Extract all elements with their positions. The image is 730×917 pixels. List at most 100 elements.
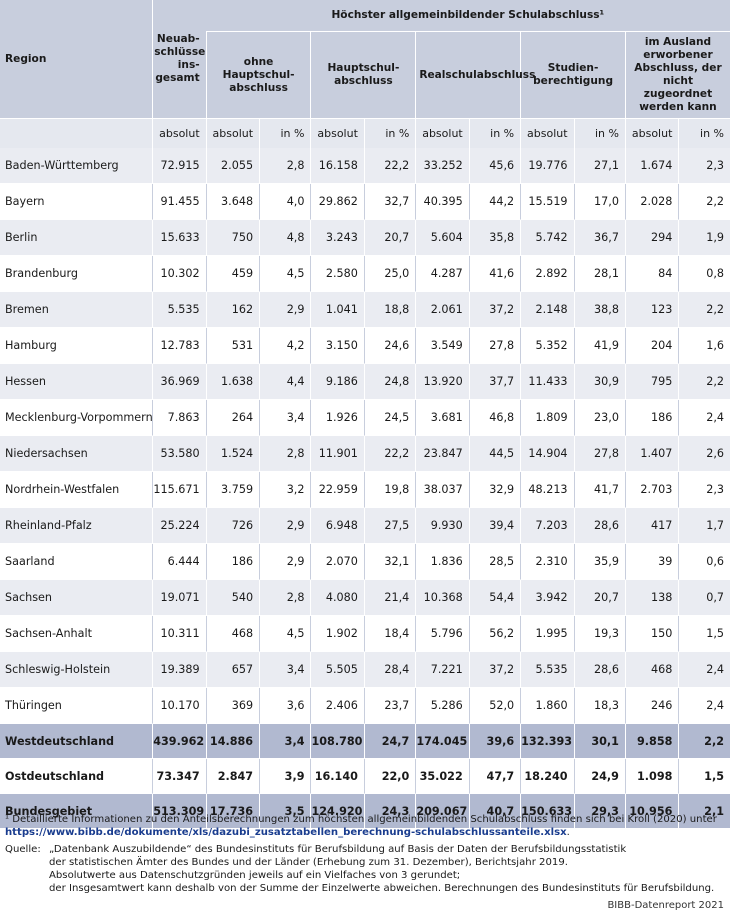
- region-cell: Nordrhein-Westfalen: [0, 472, 153, 508]
- value-cell: 294: [624, 220, 679, 256]
- value-cell: 1.041: [310, 292, 364, 328]
- value-cell: 3,4: [259, 652, 311, 688]
- value-cell: 73.347: [152, 759, 206, 794]
- value-cell: 2,9: [259, 508, 311, 544]
- value-cell: 27,8: [468, 328, 521, 364]
- value-cell: 795: [624, 364, 679, 400]
- table-row: Sachsen-Anhalt 10.311 468 4,5 1.902 18,4 5.796…: [0, 616, 730, 652]
- value-cell: 2,8: [259, 148, 311, 184]
- value-cell: 28,1: [573, 256, 625, 292]
- source-line: Absolutwerte aus Datenschutzgründen jewe…: [49, 870, 461, 882]
- value-cell: 2.055: [205, 148, 260, 184]
- value-cell: 5.796: [415, 616, 469, 652]
- value-cell: 41,9: [573, 328, 625, 364]
- value-cell: 19,3: [573, 616, 625, 652]
- subheader-absolut: absolut: [520, 119, 574, 148]
- summary-row: Bundesgebiet 513.309 17.736 3,5 124.920 24,3 2…: [0, 794, 730, 829]
- subheader-absolut: absolut: [205, 119, 260, 148]
- value-cell: 1.638: [205, 364, 260, 400]
- value-cell: 19.389: [152, 652, 206, 688]
- value-cell: 21,4: [363, 580, 416, 616]
- value-cell: 2.847: [205, 759, 260, 794]
- value-cell: 531: [205, 328, 260, 364]
- value-cell: 186: [205, 544, 260, 580]
- value-cell: 20,7: [573, 580, 625, 616]
- value-cell: 29,3: [573, 794, 625, 829]
- value-cell: 1.836: [415, 544, 469, 580]
- value-cell: 45,6: [468, 148, 521, 184]
- footnote-end: .: [566, 827, 570, 839]
- value-cell: 14.886: [205, 724, 260, 759]
- value-cell: 47,7: [468, 759, 521, 794]
- value-cell: 9.186: [310, 364, 364, 400]
- value-cell: 18.240: [520, 759, 574, 794]
- value-cell: 2,2: [678, 292, 730, 328]
- value-cell: 39,4: [468, 508, 521, 544]
- value-cell: 174.045: [415, 724, 469, 759]
- value-cell: 27,8: [573, 436, 625, 472]
- credit: BIBB-Datenreport 2021: [607, 900, 724, 911]
- region-cell: Bayern: [0, 184, 153, 220]
- value-cell: 36,7: [573, 220, 625, 256]
- value-cell: 39: [624, 544, 679, 580]
- value-cell: 3.549: [415, 328, 469, 364]
- source-line: „Datenbank Auszubildende“ des Bundesinst…: [49, 843, 627, 855]
- value-cell: 5.535: [520, 652, 574, 688]
- source-label: Quelle:: [5, 843, 41, 855]
- value-cell: 44,5: [468, 436, 521, 472]
- subheader-absolut: absolut: [624, 119, 679, 148]
- value-cell: 24,5: [363, 400, 416, 436]
- value-cell: 38.037: [415, 472, 469, 508]
- value-cell: 2.070: [310, 544, 364, 580]
- value-cell: 32,1: [363, 544, 416, 580]
- value-cell: 3,4: [259, 724, 311, 759]
- value-cell: 2.892: [520, 256, 574, 292]
- value-cell: 7.203: [520, 508, 574, 544]
- value-cell: 150.633: [520, 794, 574, 829]
- value-cell: 162: [205, 292, 260, 328]
- region-cell: Hamburg: [0, 328, 153, 364]
- value-cell: 4.287: [415, 256, 469, 292]
- value-cell: 27,5: [363, 508, 416, 544]
- value-cell: 6.948: [310, 508, 364, 544]
- header-group: ohne Hauptschul-abschluss: [205, 32, 311, 119]
- value-cell: 3.759: [205, 472, 260, 508]
- header-group: Studien-berechtigung: [520, 32, 625, 119]
- value-cell: 24,8: [363, 364, 416, 400]
- value-cell: 35,8: [468, 220, 521, 256]
- table-row: Brandenburg 10.302 459 4,5 2.580 25,0 4.287 41,…: [0, 256, 730, 292]
- value-cell: 2,4: [678, 688, 730, 724]
- value-cell: 468: [624, 652, 679, 688]
- value-cell: 369: [205, 688, 260, 724]
- value-cell: 91.455: [152, 184, 206, 220]
- value-cell: 24,6: [363, 328, 416, 364]
- region-cell: Westdeutschland: [0, 724, 153, 759]
- value-cell: 3,6: [259, 688, 311, 724]
- value-cell: 2.703: [624, 472, 679, 508]
- value-cell: 22,0: [363, 759, 416, 794]
- value-cell: 11.433: [520, 364, 574, 400]
- region-cell: Thüringen: [0, 688, 153, 724]
- subheader-percent: in %: [468, 119, 521, 148]
- region-cell: Berlin: [0, 220, 153, 256]
- value-cell: 1.524: [205, 436, 260, 472]
- value-cell: 19,8: [363, 472, 416, 508]
- value-cell: 459: [205, 256, 260, 292]
- value-cell: 2,6: [678, 436, 730, 472]
- value-cell: 3.942: [520, 580, 574, 616]
- value-cell: 4,2: [259, 328, 311, 364]
- footnote-link[interactable]: https://www.bibb.de/dokumente/xls/dazubi…: [5, 827, 567, 839]
- value-cell: 4,5: [259, 616, 311, 652]
- value-cell: 2,1: [678, 794, 730, 829]
- value-cell: 264: [205, 400, 260, 436]
- value-cell: 2,3: [678, 148, 730, 184]
- value-cell: 20,7: [363, 220, 416, 256]
- footnote-text: ¹ Detaillierte Informationen zu den Ante…: [5, 814, 717, 825]
- table-row: Bremen 5.535 162 2,9 1.041 18,8 2.061 37,2 2.148…: [0, 292, 730, 328]
- value-cell: 150: [624, 616, 679, 652]
- value-cell: 138: [624, 580, 679, 616]
- value-cell: 5.604: [415, 220, 469, 256]
- value-cell: 17,0: [573, 184, 625, 220]
- value-cell: 4,4: [259, 364, 311, 400]
- value-cell: 2,2: [678, 184, 730, 220]
